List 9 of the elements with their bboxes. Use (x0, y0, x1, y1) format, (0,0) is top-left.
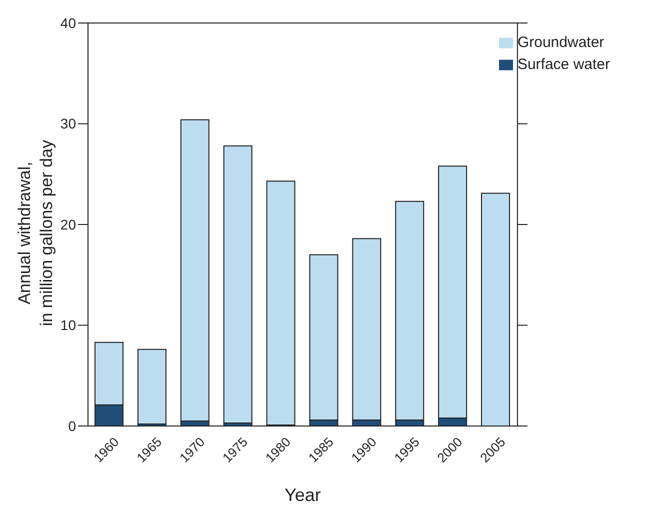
y-tick-label: 40 (60, 14, 76, 31)
y-tick-label: 30 (60, 116, 76, 132)
y-tick-label: 20 (60, 216, 76, 232)
y-tick-label: 10 (60, 317, 76, 334)
y-axis-title: Annual withdrawal, in million gallons per day (15, 139, 56, 326)
legend-label: Groundwater (517, 34, 604, 51)
y-tick-label: 0 (68, 418, 76, 434)
x-axis-title: Year (284, 485, 321, 505)
legend-label: Surface water (517, 56, 610, 73)
